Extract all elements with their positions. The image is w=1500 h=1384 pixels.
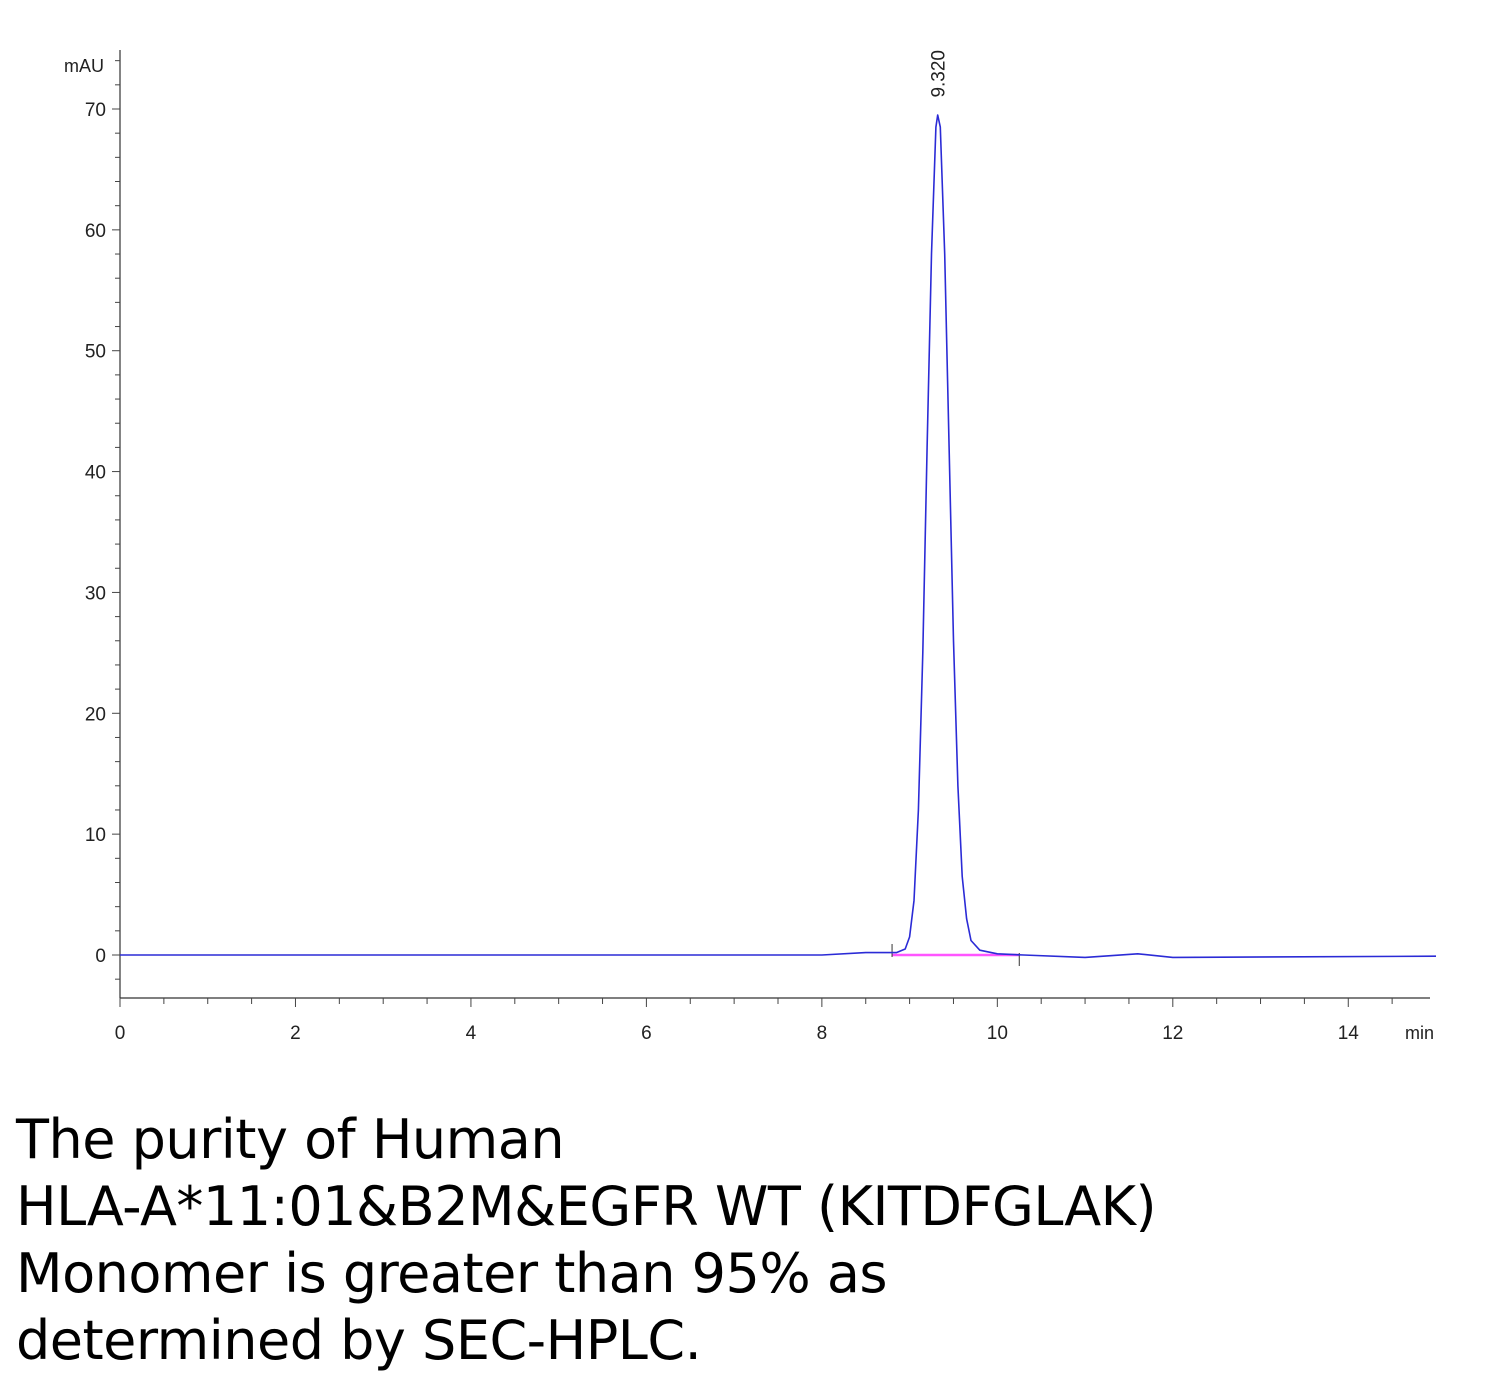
caption-line: determined by SEC-HPLC. xyxy=(16,1309,702,1372)
caption-line: HLA-A*11:01&B2M&EGFR WT (KITDFGLAK) xyxy=(16,1175,1157,1238)
chromatogram-chart: 0 10 20 30 40 50 60 70 0 2 4 6 8 10 12 14 9.320 mAU min xyxy=(64,50,1437,1044)
axis-ticks: 0 10 20 30 40 50 60 70 0 2 4 6 8 10 12 14 xyxy=(85,60,1393,1044)
y-tick-label: 30 xyxy=(85,583,106,604)
y-tick-label: 60 xyxy=(85,221,106,242)
y-unit-label: mAU xyxy=(64,56,104,76)
y-tick-label: 20 xyxy=(85,704,106,725)
x-tick-label: 2 xyxy=(290,1023,301,1044)
x-tick-label: 0 xyxy=(115,1023,126,1044)
caption-line: Monomer is greater than 95% as xyxy=(16,1242,888,1305)
axes xyxy=(119,50,1430,999)
x-tick-label: 6 xyxy=(641,1023,652,1044)
x-tick-label: 8 xyxy=(817,1023,828,1044)
x-tick-label: 4 xyxy=(466,1023,477,1044)
peak-label: 9.320 xyxy=(929,50,950,98)
y-tick-label: 40 xyxy=(85,463,106,484)
y-tick-label: 0 xyxy=(95,946,106,967)
caption: The purity of Human HLA-A*11:01&B2M&EGFR… xyxy=(16,1106,1486,1374)
y-tick-label: 70 xyxy=(85,100,106,121)
x-tick-label: 10 xyxy=(987,1023,1008,1044)
series-group: 9.320 xyxy=(120,50,1437,966)
x-tick-label: 14 xyxy=(1338,1023,1360,1044)
chromatogram-trace xyxy=(120,114,1437,959)
x-unit-label: min xyxy=(1405,1023,1434,1043)
y-tick-label: 10 xyxy=(85,825,106,846)
y-tick-label: 50 xyxy=(85,342,106,363)
caption-line: The purity of Human xyxy=(16,1108,565,1171)
x-tick-label: 12 xyxy=(1162,1023,1183,1044)
